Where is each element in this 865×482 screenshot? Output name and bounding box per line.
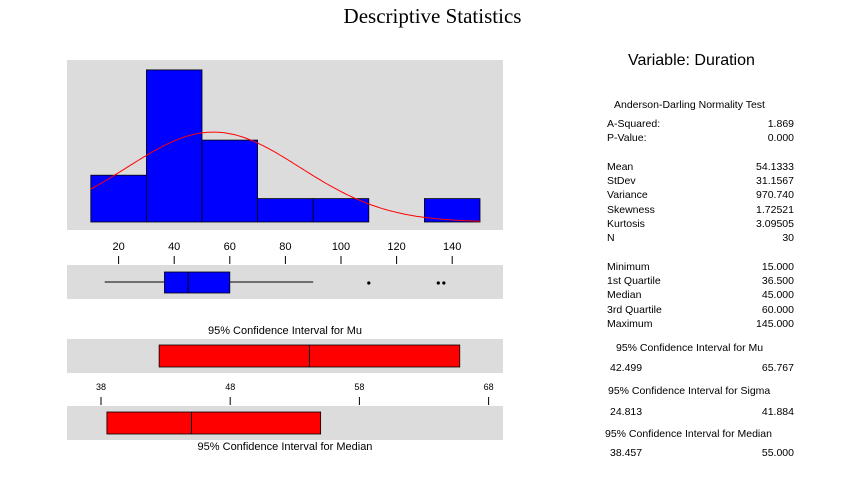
stat-row-median: Median 45.000 xyxy=(607,289,794,301)
ci-median-chart-title: 95% Confidence Interval for Median xyxy=(198,441,373,453)
boxplot xyxy=(104,271,446,294)
stat-row-minimum: Minimum 15.000 xyxy=(607,261,794,273)
variable-title: Variable: Duration xyxy=(628,52,755,69)
stat-row-maximum: Maximum 145.000 xyxy=(607,318,794,330)
histogram-tick-label: 20 xyxy=(112,241,124,253)
histogram-bar xyxy=(201,139,258,223)
stat-row-n: N 30 xyxy=(607,232,794,244)
stat-row-skewness: Skewness 1.72521 xyxy=(607,204,794,216)
normal-curve xyxy=(90,131,481,222)
ci-x-axis: 38 48 58 68 xyxy=(96,382,494,405)
histogram-bar xyxy=(90,174,147,223)
ci-tick-label: 58 xyxy=(354,382,364,392)
stat-row-a-squared: A-Squared: 1.869 xyxy=(607,118,794,130)
anderson-darling-title: Anderson-Darling Normality Test xyxy=(614,99,765,111)
histogram-tick-label: 60 xyxy=(224,241,236,253)
histogram-bars xyxy=(90,69,481,223)
stat-row-mean: Mean 54.1333 xyxy=(607,161,794,173)
stat-row-p-value: P-Value: 0.000 xyxy=(607,132,794,144)
boxplot-outlier xyxy=(367,281,371,285)
histogram-bar xyxy=(145,69,203,223)
histogram-tick-label: 80 xyxy=(279,241,291,253)
ci-mu-chart-title: 95% Confidence Interval for Mu xyxy=(208,325,362,337)
ci-median-interval xyxy=(106,411,322,435)
ci-tick-label: 38 xyxy=(96,382,106,392)
boxplot-outlier xyxy=(442,281,446,285)
boxplot-outlier xyxy=(436,281,440,285)
stat-row-3rd-quartile: 3rd Quartile 60.000 xyxy=(607,304,794,316)
page-title: Descriptive Statistics xyxy=(343,4,522,28)
histogram-bar xyxy=(257,198,314,223)
ci-median-values: 38.457 55.000 xyxy=(610,447,794,459)
histogram-tick-label: 100 xyxy=(332,241,350,253)
histogram-x-axis: 20 40 60 80 100 120 140 xyxy=(112,241,461,264)
boxplot-box xyxy=(164,271,231,294)
ci-median-box xyxy=(106,411,322,435)
chart-area: 20 40 60 80 100 120 140 95% Confidence Interva… xyxy=(67,60,503,453)
histogram-bar xyxy=(312,198,370,223)
ci-sigma-values: 24.813 41.884 xyxy=(610,406,794,418)
ci-tick-label: 48 xyxy=(225,382,235,392)
ci-mu-interval xyxy=(158,344,461,368)
ci-sigma-title: 95% Confidence Interval for Sigma xyxy=(608,385,771,397)
ci-median-title: 95% Confidence Interval for Median xyxy=(605,428,772,440)
histogram-tick-label: 120 xyxy=(387,241,405,253)
histogram-tick-label: 40 xyxy=(168,241,180,253)
ci-mu-values: 42.499 65.767 xyxy=(610,362,794,374)
histogram-tick-label: 140 xyxy=(443,241,461,253)
histogram-bar xyxy=(423,198,481,223)
ci-mu-title: 95% Confidence Interval for Mu xyxy=(616,342,764,354)
stat-row-stdev: StDev 31.1567 xyxy=(607,175,794,187)
stat-row-kurtosis: Kurtosis 3.09505 xyxy=(607,218,794,230)
stat-row-variance: Variance 970.740 xyxy=(607,189,794,201)
stat-row-1st-quartile: 1st Quartile 36.500 xyxy=(607,275,794,287)
ci-tick-label: 68 xyxy=(484,382,494,392)
